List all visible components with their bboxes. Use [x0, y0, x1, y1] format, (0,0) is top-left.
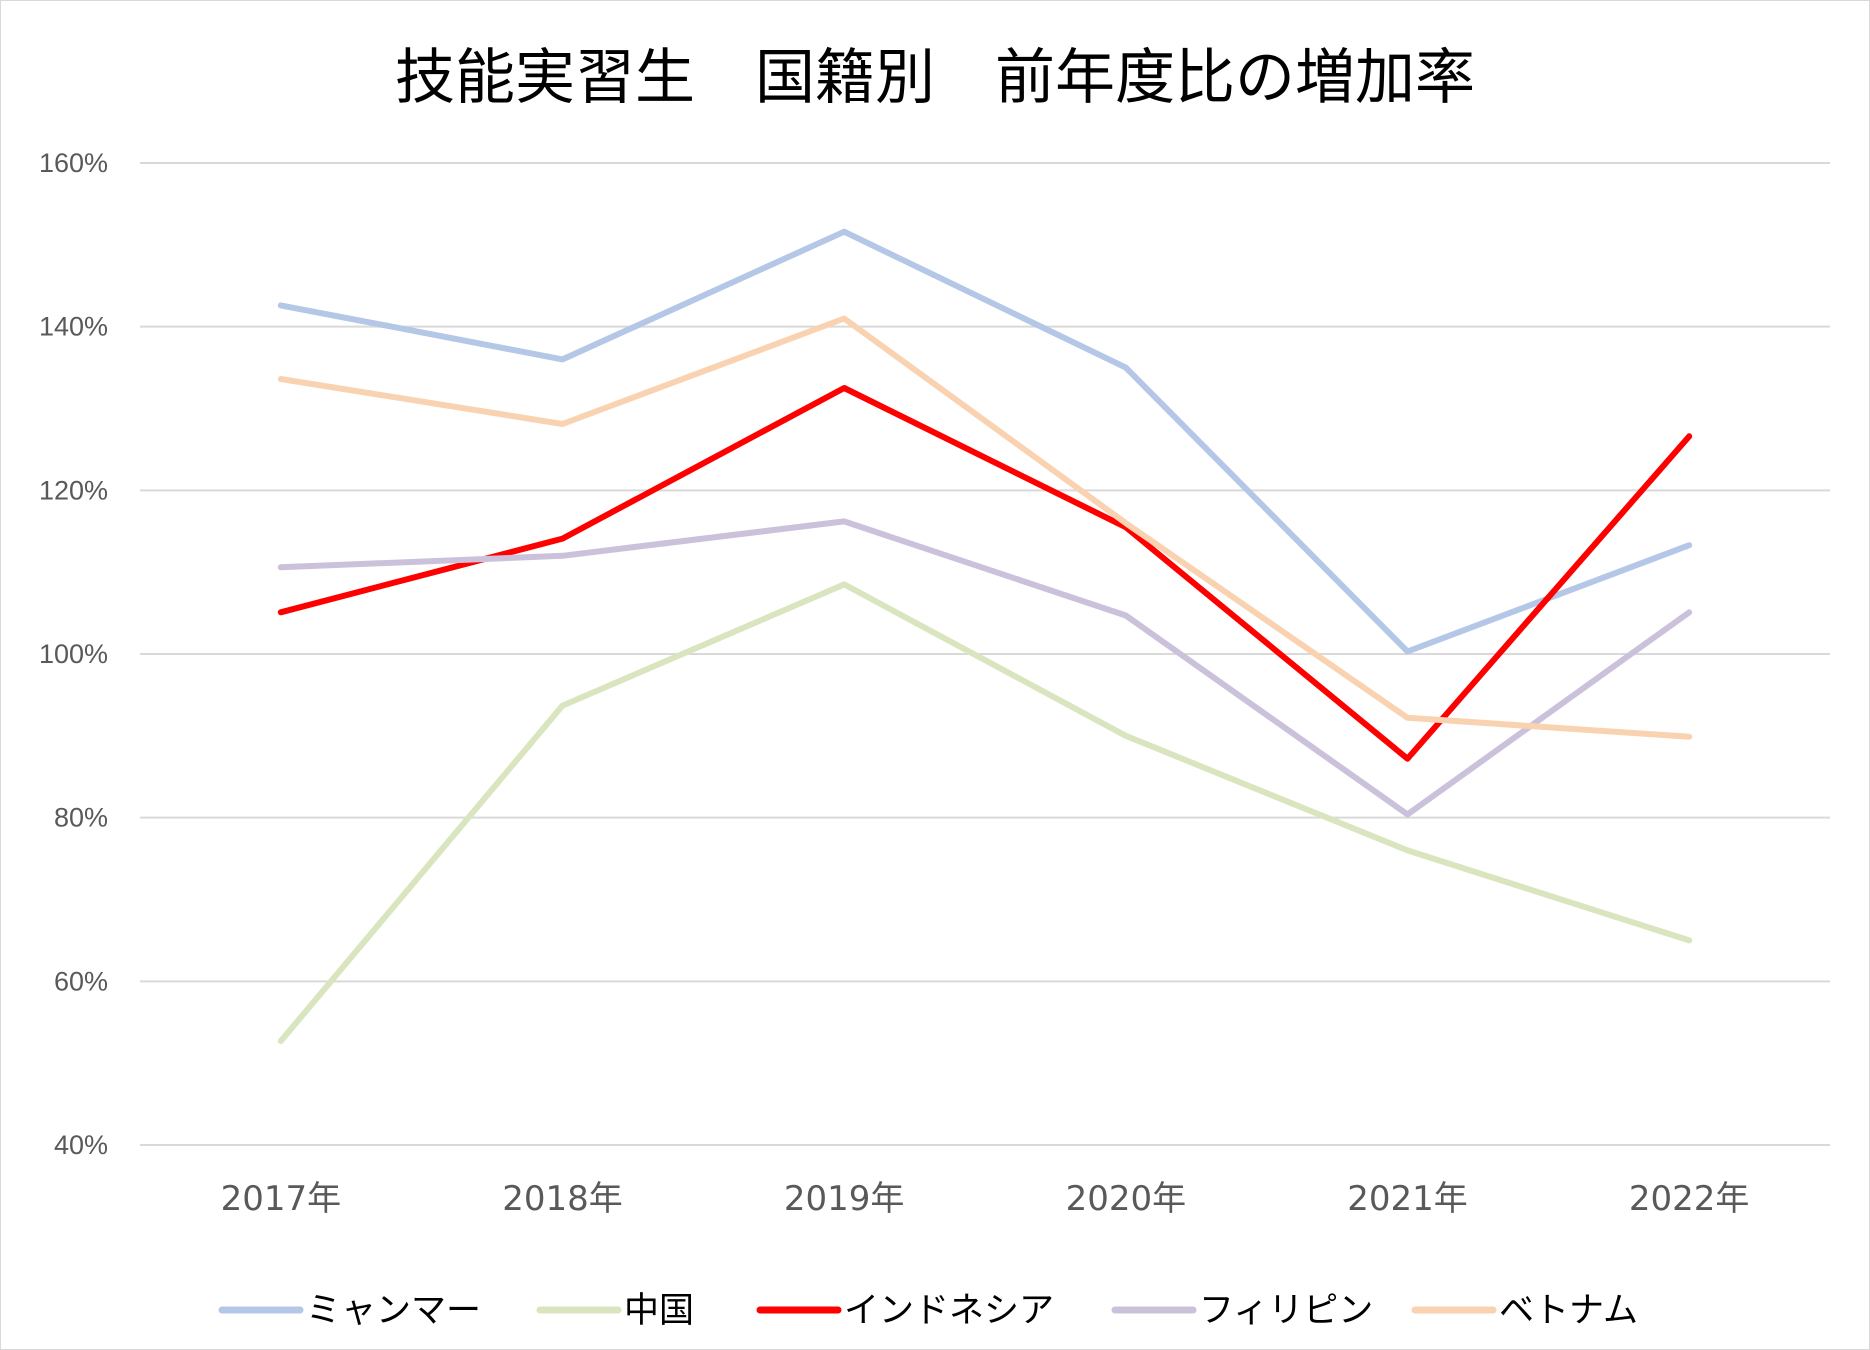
y-tick-label: 100%: [39, 639, 108, 669]
y-tick-label: 120%: [39, 475, 108, 505]
series-line-ミャンマー: [277, 228, 1693, 655]
y-tick-label: 60%: [54, 966, 108, 996]
series-line-ベトナム: [277, 315, 1693, 740]
series-line-インドネシア: [277, 385, 1693, 762]
legend-item: 中国: [536, 1291, 694, 1331]
legend-item: インドネシア: [756, 1291, 1054, 1331]
x-tick-label: 2022年: [1629, 1179, 1750, 1219]
y-tick-label: 160%: [39, 148, 108, 178]
legend: ミャンマー 中国 インドネシア フィリピン ベトナム: [218, 1291, 1638, 1331]
y-axis-ticks: 40% 60% 80% 100% 120% 140% 160%: [39, 148, 108, 1160]
x-tick-label: 2021年: [1347, 1179, 1468, 1219]
y-tick-label: 80%: [54, 803, 108, 833]
legend-label: ミャンマー: [306, 1291, 481, 1331]
legend-label: 中国: [624, 1291, 694, 1331]
legend-item: フィリピン: [1111, 1291, 1373, 1331]
series-line-中国: [277, 581, 1693, 1045]
gridlines: [140, 162, 1830, 1146]
x-tick-label: 2018年: [502, 1179, 623, 1219]
y-tick-label: 140%: [39, 312, 108, 342]
chart-title: 技能実習生 国籍別 前年度比の増加率: [395, 43, 1475, 113]
x-tick-label: 2019年: [784, 1179, 905, 1219]
legend-label: ベトナム: [1499, 1291, 1638, 1331]
legend-label: フィリピン: [1199, 1291, 1373, 1331]
x-tick-label: 2020年: [1066, 1179, 1187, 1219]
legend-label: インドネシア: [844, 1291, 1054, 1331]
series-line-フィリピン: [277, 518, 1693, 818]
series-lines: [277, 228, 1693, 1045]
legend-item: ベトナム: [1411, 1291, 1638, 1331]
x-tick-label: 2017年: [221, 1179, 342, 1219]
legend-item: ミャンマー: [218, 1291, 481, 1331]
x-axis-ticks: 2017年 2018年 2019年 2020年 2021年 2022年: [221, 1179, 1750, 1219]
y-tick-label: 40%: [54, 1130, 108, 1160]
